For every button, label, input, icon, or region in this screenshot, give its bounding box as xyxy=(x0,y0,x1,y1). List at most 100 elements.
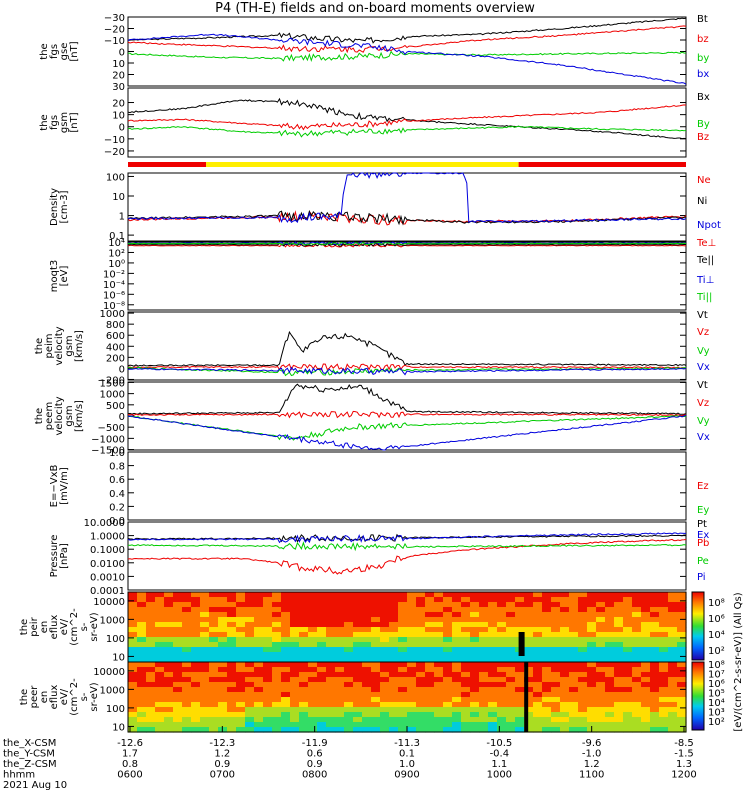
peer_en_eflux-cell xyxy=(524,697,534,703)
peer_en_eflux-cell xyxy=(659,677,669,683)
peir_en_eflux-cell xyxy=(137,657,147,663)
y-tick-label: 10⁻² xyxy=(103,269,125,280)
peir_en_eflux-cell xyxy=(551,647,561,653)
peir_en_eflux-cell xyxy=(659,592,669,598)
peer_en_eflux-cell xyxy=(227,662,237,668)
peir_en_eflux-cell xyxy=(335,652,345,658)
peir_en_eflux-cell xyxy=(632,632,642,638)
peer_en_eflux-cell xyxy=(479,707,489,713)
peer_en_eflux-cell xyxy=(506,687,516,693)
peer_en_eflux-cell xyxy=(614,712,624,718)
peer_en_eflux-cell xyxy=(308,697,318,703)
y-tick-label: 0.2 xyxy=(109,502,125,513)
peer_en_eflux-cell xyxy=(524,677,534,683)
chart-title: P4 (TH-E) fields and on-board moments ov… xyxy=(215,1,535,16)
peer_en_eflux-cell xyxy=(461,682,471,688)
peir_en_eflux-cell xyxy=(326,652,336,658)
peer_en_eflux-cell xyxy=(371,707,381,713)
peer_en_eflux-cell xyxy=(596,697,606,703)
peir_en_eflux-cell xyxy=(416,592,426,598)
peir_en_eflux-cell xyxy=(551,637,561,643)
peir_en_eflux-cell xyxy=(317,632,327,638)
peer_en_eflux-cell xyxy=(569,712,579,718)
x-row-value: 1.2 xyxy=(584,759,600,770)
peir_en_eflux-cell xyxy=(587,617,597,623)
peir_en_eflux-cell xyxy=(146,652,156,658)
peer_en_eflux-cell xyxy=(308,687,318,693)
peir_en_eflux-cell xyxy=(596,602,606,608)
peer_en_eflux-cell xyxy=(389,667,399,673)
peir_en_eflux-cell xyxy=(434,647,444,653)
peer_en_eflux-cell xyxy=(191,672,201,678)
peir_en_eflux-cell xyxy=(335,597,345,603)
peir_en_eflux-cell xyxy=(542,592,552,598)
peer_en_eflux-cell xyxy=(128,692,138,698)
peer_en_eflux-cell xyxy=(425,667,435,673)
peer_en_eflux-cell xyxy=(578,712,588,718)
peer_en_eflux-cell xyxy=(461,697,471,703)
peir_en_eflux-cell xyxy=(245,632,255,638)
peer_en_eflux-cell xyxy=(263,672,273,678)
peer_en_eflux-cell xyxy=(578,682,588,688)
peir_en_eflux-cell xyxy=(200,637,210,643)
peir_en_eflux-cell xyxy=(353,632,363,638)
peir_en_eflux-cell xyxy=(614,617,624,623)
peer_en_eflux-cell xyxy=(614,697,624,703)
peir_en_eflux-cell xyxy=(326,647,336,653)
peer_en_eflux-cell xyxy=(326,682,336,688)
legend-fgs_gsm-0: Bx xyxy=(697,92,710,103)
peer_en_eflux-cell xyxy=(290,687,300,693)
peer_en_eflux-cell xyxy=(587,682,597,688)
peer_en_eflux-cell xyxy=(263,722,273,728)
peer_en_eflux-cell xyxy=(605,712,615,718)
peer_en_eflux-cell xyxy=(569,682,579,688)
peir_en_eflux-cell xyxy=(641,642,651,648)
peir_en_eflux-cell xyxy=(335,622,345,628)
peir_en_eflux-cell xyxy=(416,602,426,608)
peer_en_eflux-cell xyxy=(290,662,300,668)
peir_en_eflux-cell xyxy=(344,627,354,633)
peir_en_eflux-cell xyxy=(569,617,579,623)
peir_en_eflux-cell xyxy=(290,592,300,598)
y-axis-label: the xyxy=(34,338,45,354)
peer_en_eflux-cell xyxy=(623,717,633,723)
peer_en_eflux-cell xyxy=(164,707,174,713)
peer_en_eflux-cell xyxy=(641,687,651,693)
peir_en_eflux-cell xyxy=(191,627,201,633)
peer_en_eflux-cell xyxy=(407,727,417,733)
peer_en_eflux-cell xyxy=(515,717,525,723)
peer_en_eflux-cell xyxy=(218,717,228,723)
y-tick-label: 500 xyxy=(106,401,125,412)
peer_en_eflux-cell xyxy=(659,717,669,723)
peir_en_eflux-cell xyxy=(317,607,327,613)
peir_en_eflux-cell xyxy=(524,637,534,643)
peer_en_eflux-cell xyxy=(668,687,678,693)
peir_en_eflux-cell xyxy=(254,642,264,648)
peir_en_eflux-cell xyxy=(272,652,282,658)
peer_en_eflux-cell xyxy=(587,677,597,683)
peer_en_eflux-cell xyxy=(299,707,309,713)
peer_en_eflux-cell xyxy=(497,692,507,698)
peer_en_eflux-cell xyxy=(200,662,210,668)
peer_en_eflux-cell xyxy=(677,697,687,703)
y-tick-label: −1500 xyxy=(91,446,125,457)
peer_en_eflux-cell xyxy=(425,722,435,728)
peir_en_eflux-cell xyxy=(263,627,273,633)
peir_en_eflux-cell xyxy=(128,612,138,618)
fgs_gsm-series-2 xyxy=(127,104,687,131)
peir_en_eflux-cell xyxy=(218,642,228,648)
peir_en_eflux-cell xyxy=(272,612,282,618)
peer_en_eflux-cell xyxy=(632,697,642,703)
peir_en_eflux-cell xyxy=(398,607,408,613)
peer_en_eflux-cell xyxy=(461,687,471,693)
peer_en_eflux-cell xyxy=(551,677,561,683)
peer_en_eflux-cell xyxy=(353,667,363,673)
peir_en_eflux-cell xyxy=(596,637,606,643)
peir_en_eflux-cell xyxy=(461,642,471,648)
legend-peim_velocity-0: Vt xyxy=(697,310,708,321)
peir_en_eflux-cell xyxy=(551,632,561,638)
peir_en_eflux-cell xyxy=(470,632,480,638)
peer_en_eflux-cell xyxy=(533,672,543,678)
peer_en_eflux-cell xyxy=(542,672,552,678)
peer_en_eflux-cell xyxy=(542,712,552,718)
